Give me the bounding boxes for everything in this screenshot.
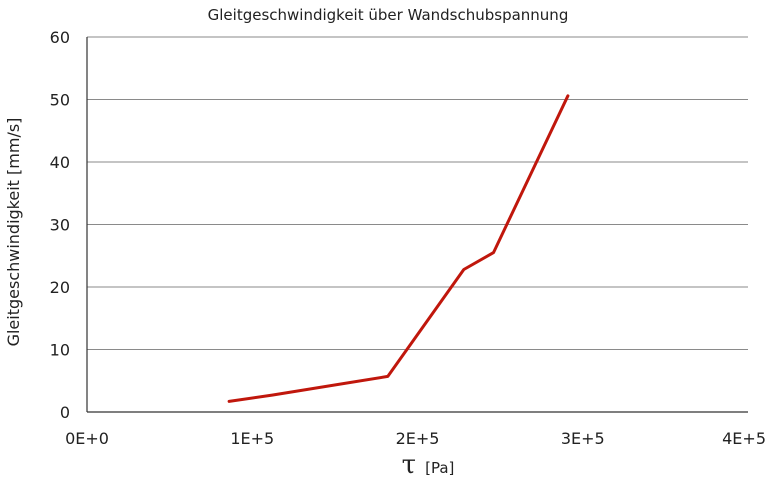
y-tick-label: 0 — [60, 403, 70, 422]
x-tick-label: 1E+5 — [230, 429, 274, 448]
y-tick-label: 20 — [50, 278, 70, 297]
y-axis-label: Gleitgeschwindigkeit [mm/s] — [4, 118, 23, 347]
x-tick-label: 0E+0 — [65, 429, 109, 448]
series-line — [227, 94, 570, 403]
y-tick-label: 60 — [50, 28, 70, 47]
x-tick-labels: 0E+0 1E+5 2E+5 3E+5 4E+5 — [65, 429, 766, 448]
x-axis-label: τ [Pa] — [402, 450, 455, 480]
y-tick-labels: 0 10 20 30 40 50 60 — [50, 28, 70, 422]
x-axis-unit: [Pa] — [425, 459, 454, 477]
x-tick-label: 2E+5 — [396, 429, 440, 448]
y-tick-label: 50 — [50, 91, 70, 110]
y-tick-label: 10 — [50, 341, 70, 360]
chart-title: Gleitgeschwindigkeit über Wandschubspann… — [208, 6, 569, 24]
x-tick-label: 4E+5 — [722, 429, 766, 448]
y-tick-label: 40 — [50, 153, 70, 172]
x-tick-label: 3E+5 — [561, 429, 605, 448]
y-tick-label: 30 — [50, 216, 70, 235]
series-layer — [227, 94, 570, 403]
gridlines — [87, 36, 748, 350]
x-axis-symbol: τ — [402, 450, 416, 480]
axes — [86, 37, 748, 413]
